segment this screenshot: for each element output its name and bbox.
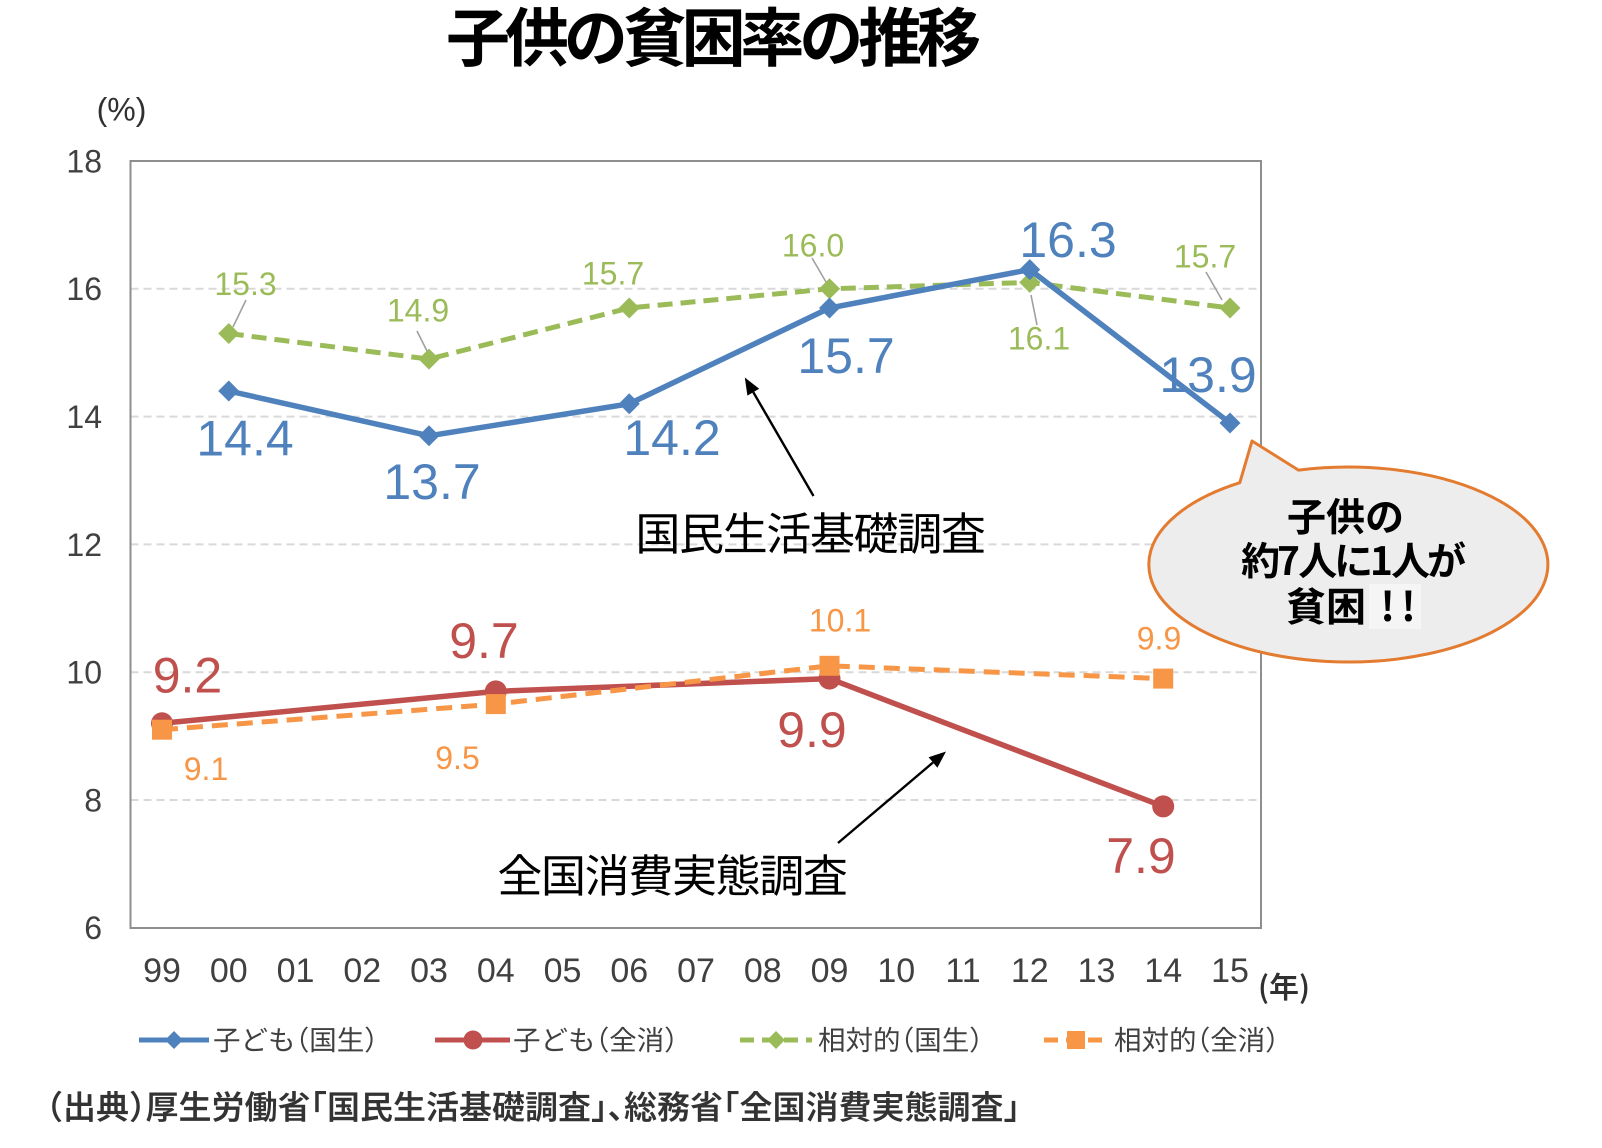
svg-text:13.7: 13.7 (383, 454, 480, 510)
svg-text:00: 00 (210, 952, 248, 990)
svg-text:04: 04 (477, 952, 515, 990)
svg-text:9.7: 9.7 (449, 613, 519, 669)
svg-text:15: 15 (1211, 952, 1249, 990)
svg-text:13.9: 13.9 (1159, 347, 1256, 403)
svg-text:10: 10 (66, 655, 102, 691)
svg-text:03: 03 (410, 952, 448, 990)
svg-text:08: 08 (744, 952, 782, 990)
svg-text:8: 8 (84, 782, 102, 818)
svg-text:16.0: 16.0 (782, 227, 844, 263)
svg-text:14.2: 14.2 (623, 410, 720, 466)
svg-text:12: 12 (66, 527, 102, 563)
svg-text:16: 16 (66, 271, 102, 307)
svg-text:16.1: 16.1 (1008, 320, 1070, 356)
svg-text:13: 13 (1078, 952, 1116, 990)
svg-text:9.9: 9.9 (1137, 620, 1181, 656)
svg-text:07: 07 (677, 952, 715, 990)
svg-text:15.7: 15.7 (582, 255, 644, 291)
svg-text:15.3: 15.3 (214, 266, 276, 302)
svg-text:14: 14 (66, 399, 102, 435)
svg-text:02: 02 (343, 952, 381, 990)
svg-text:15.7: 15.7 (797, 328, 894, 384)
svg-text:11: 11 (945, 952, 980, 990)
svg-text:14.4: 14.4 (196, 410, 293, 466)
svg-text:06: 06 (610, 952, 648, 990)
svg-text:14: 14 (1144, 952, 1182, 990)
svg-text:12: 12 (1011, 952, 1049, 990)
svg-text:01: 01 (277, 952, 315, 990)
svg-text:10: 10 (877, 952, 915, 990)
svg-text:7.9: 7.9 (1106, 828, 1176, 884)
svg-text:9.9: 9.9 (777, 702, 847, 758)
svg-text:9.2: 9.2 (153, 647, 223, 703)
svg-text:(%): (%) (97, 91, 147, 127)
svg-text:9.1: 9.1 (184, 751, 228, 787)
svg-text:9.5: 9.5 (435, 740, 479, 776)
svg-text:09: 09 (811, 952, 849, 990)
svg-text:14.9: 14.9 (387, 292, 449, 328)
svg-text:16.3: 16.3 (1019, 212, 1116, 268)
svg-text:05: 05 (544, 952, 582, 990)
svg-text:6: 6 (84, 910, 102, 946)
svg-text:99: 99 (143, 952, 181, 990)
svg-text:18: 18 (66, 143, 102, 179)
svg-text:10.1: 10.1 (809, 602, 871, 638)
svg-text:15.7: 15.7 (1174, 238, 1236, 274)
